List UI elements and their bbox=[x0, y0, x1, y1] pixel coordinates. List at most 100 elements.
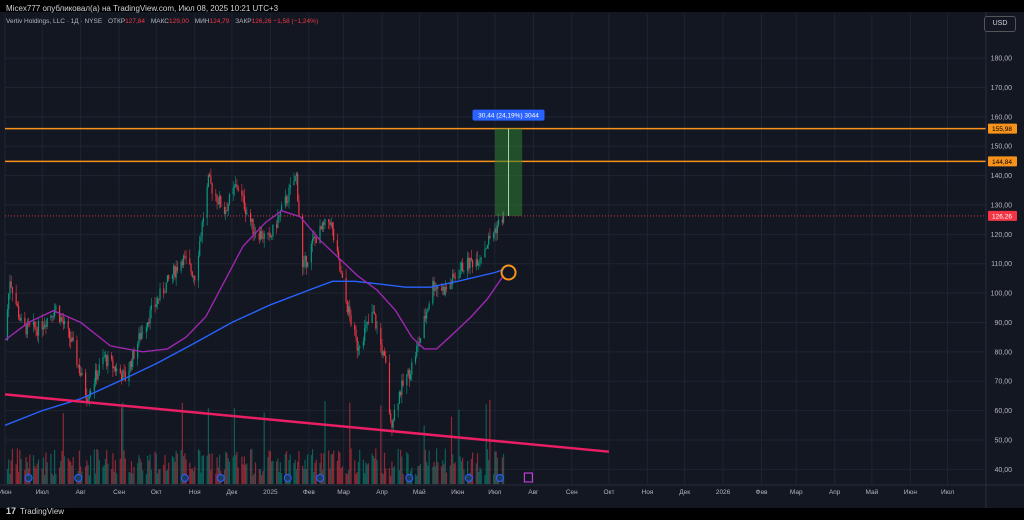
candle-body bbox=[444, 287, 446, 295]
volume-bar bbox=[494, 451, 496, 484]
volume-bar bbox=[242, 464, 244, 484]
volume-bar bbox=[46, 462, 48, 484]
volume-bar bbox=[93, 449, 95, 484]
chart-background bbox=[0, 12, 1024, 508]
volume-bar bbox=[19, 450, 21, 484]
volume-bar bbox=[423, 425, 425, 484]
candle-body bbox=[489, 235, 491, 238]
candle-body bbox=[217, 202, 219, 204]
volume-bar bbox=[185, 459, 187, 484]
volume-bar bbox=[323, 453, 325, 484]
candle-body bbox=[315, 238, 317, 244]
volume-bar bbox=[123, 450, 125, 484]
candle-body bbox=[440, 288, 443, 291]
candle-body bbox=[476, 259, 479, 266]
brand-name[interactable]: TradingView bbox=[20, 506, 65, 516]
volume-bar bbox=[52, 475, 54, 484]
candle-body bbox=[426, 311, 428, 319]
volume-bar bbox=[88, 475, 90, 484]
volume-bar bbox=[150, 469, 152, 484]
chart-legend: Vertiv Holdings, LLC · 1Д · NYSE ОТКР127… bbox=[6, 18, 318, 25]
candle-body bbox=[46, 318, 48, 327]
candle-body bbox=[218, 195, 221, 204]
candle-body bbox=[202, 217, 205, 222]
volume-bar bbox=[199, 450, 201, 484]
candle-body bbox=[29, 323, 31, 325]
candle-body bbox=[434, 289, 436, 291]
volume-bar bbox=[424, 449, 427, 484]
volume-bar bbox=[246, 463, 248, 484]
volume-bar bbox=[479, 467, 481, 484]
candle-body bbox=[36, 329, 38, 336]
volume-bar bbox=[94, 473, 97, 484]
volume-bar bbox=[85, 466, 87, 484]
candle-body bbox=[132, 350, 134, 367]
volume-bar bbox=[362, 459, 365, 484]
volume-bar bbox=[341, 466, 343, 484]
volume-bar bbox=[416, 475, 418, 484]
volume-bar bbox=[32, 455, 35, 484]
volume-bar bbox=[339, 452, 341, 484]
candle-body bbox=[454, 276, 456, 279]
volume-bar bbox=[314, 462, 316, 484]
earnings-event-icon bbox=[216, 474, 225, 482]
volume-bar bbox=[426, 461, 428, 484]
earnings-event-icon bbox=[405, 474, 414, 482]
candle-body bbox=[442, 286, 444, 291]
candle-body bbox=[246, 212, 248, 214]
candle-body bbox=[279, 210, 281, 216]
candle-body bbox=[402, 380, 404, 386]
symbol-name[interactable]: Vertiv Holdings, LLC · 1Д · NYSE bbox=[6, 18, 103, 25]
volume-bar bbox=[380, 405, 382, 484]
candle-body bbox=[145, 327, 147, 333]
candle-body bbox=[8, 293, 10, 310]
volume-bar bbox=[111, 469, 113, 484]
candle-body bbox=[469, 257, 471, 269]
x-tick-label: Фев bbox=[756, 489, 769, 496]
volume-bar bbox=[402, 473, 404, 484]
volume-bar bbox=[243, 456, 245, 484]
volume-bar bbox=[11, 448, 14, 484]
candle-body bbox=[103, 356, 105, 358]
candle-body bbox=[191, 271, 193, 277]
volume-bar bbox=[29, 454, 31, 484]
candle-body bbox=[98, 364, 100, 374]
candle-body bbox=[493, 232, 495, 238]
level-price-label: 144,84 bbox=[992, 159, 1012, 166]
volume-bar bbox=[432, 466, 434, 484]
candle-body bbox=[192, 276, 195, 277]
candle-body bbox=[268, 233, 270, 235]
candle-body bbox=[371, 312, 373, 323]
volume-bar bbox=[249, 449, 252, 484]
volume-bar bbox=[272, 460, 274, 484]
candle-body bbox=[97, 373, 99, 380]
volume-bar bbox=[297, 461, 299, 484]
volume-bars bbox=[6, 399, 505, 484]
measure-label-badge bbox=[472, 109, 545, 121]
candle-body bbox=[297, 173, 299, 201]
open-value: 127,84 bbox=[125, 18, 146, 25]
candle-body bbox=[241, 190, 243, 195]
volume-bar bbox=[225, 451, 227, 484]
volume-bar bbox=[34, 465, 36, 484]
volume-bar bbox=[159, 469, 161, 484]
candle-body bbox=[154, 305, 156, 307]
currency-button[interactable]: USD bbox=[984, 16, 1016, 32]
volume-bar bbox=[20, 459, 22, 484]
candle-body bbox=[407, 369, 409, 375]
volume-bar bbox=[340, 468, 342, 484]
candle-body bbox=[51, 315, 53, 318]
last-price-badge bbox=[988, 210, 1017, 221]
candle-body bbox=[41, 321, 43, 330]
volume-bar bbox=[388, 468, 391, 484]
candle-body bbox=[336, 240, 338, 252]
volume-bar bbox=[190, 468, 192, 484]
volume-bar bbox=[484, 475, 486, 484]
volume-bar bbox=[354, 460, 356, 484]
volume-bar bbox=[166, 469, 169, 484]
volume-bar bbox=[218, 454, 221, 484]
candle-body bbox=[340, 270, 342, 274]
volume-bar bbox=[393, 466, 396, 484]
candle-body bbox=[495, 228, 497, 234]
